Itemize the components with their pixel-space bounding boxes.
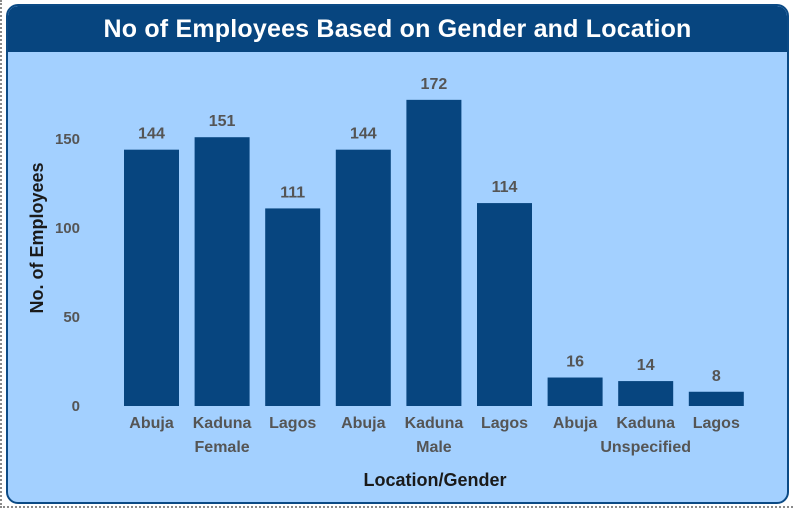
bars [124, 99, 744, 406]
y-tick-label: 150 [55, 131, 80, 148]
title-bar: No of Employees Based on Gender and Loca… [8, 6, 787, 52]
bar [406, 99, 462, 406]
y-axis-ticks: 0 50 100 150 [55, 131, 80, 415]
x-group-labels: Female Male Unspecified [195, 439, 692, 456]
bar [335, 149, 391, 406]
x-category-label: Abuja [553, 415, 598, 432]
data-label: 16 [566, 354, 584, 371]
data-label: 144 [350, 126, 377, 143]
x-category-label: Kaduna [405, 415, 464, 432]
bar [477, 203, 532, 406]
data-label: 114 [492, 179, 518, 196]
y-tick-label: 50 [63, 309, 80, 326]
bar [265, 208, 321, 406]
y-tick-label: 100 [55, 220, 80, 237]
data-label: 144 [138, 126, 165, 143]
x-category-label: Abuja [341, 415, 386, 432]
chart-title: No of Employees Based on Gender and Loca… [103, 14, 692, 43]
bar [194, 137, 250, 406]
data-label: 8 [712, 368, 721, 385]
data-label: 172 [421, 76, 448, 93]
data-labels: 144 151 111 144 172 114 16 14 8 [138, 76, 721, 385]
data-label: 151 [209, 113, 236, 130]
x-category-label: Kaduna [616, 415, 675, 432]
data-label: 14 [637, 357, 655, 374]
y-axis-title: No. of Employees [27, 162, 47, 313]
x-category-label: Lagos [481, 415, 528, 432]
x-group-label: Female [195, 439, 250, 456]
y-tick-label: 0 [72, 398, 80, 415]
x-category-label: Abuja [129, 415, 174, 432]
x-category-label: Lagos [269, 415, 316, 432]
chart-card: No of Employees Based on Gender and Loca… [6, 4, 789, 504]
x-axis-title: Location/Gender [363, 470, 506, 490]
bar [618, 381, 674, 406]
x-category-label: Lagos [693, 415, 740, 432]
bar-chart: 0 50 100 150 144 151 111 144 172 114 16 14 8 Abuja K… [27, 76, 744, 490]
bar [124, 149, 179, 406]
data-label: 111 [280, 184, 305, 201]
x-category-labels: Abuja Kaduna Lagos Abuja Kaduna Lagos Abuja Kad… [129, 415, 740, 432]
bar [688, 391, 744, 406]
x-group-label: Unspecified [600, 439, 691, 456]
x-group-label: Male [416, 439, 452, 456]
bar [547, 377, 603, 406]
x-category-label: Kaduna [193, 415, 252, 432]
